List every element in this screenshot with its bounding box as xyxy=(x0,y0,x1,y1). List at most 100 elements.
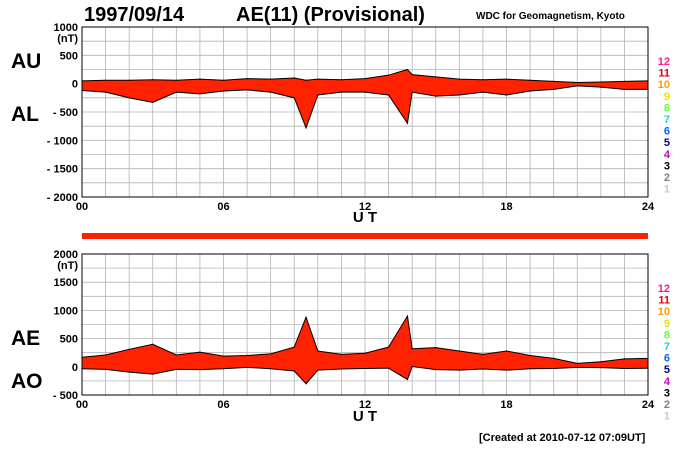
y-tick-label: - 1000 xyxy=(47,135,78,147)
data-point-ae xyxy=(340,353,343,355)
y-tick-label: 1000 xyxy=(54,305,78,317)
station-legend-item: 6 xyxy=(664,353,670,365)
station-legend-item: 4 xyxy=(664,376,671,388)
data-point-ae xyxy=(128,348,130,350)
data-point-au xyxy=(222,79,225,81)
data-point-ao xyxy=(600,367,602,369)
data-point-ae xyxy=(387,346,390,348)
data-point-al xyxy=(458,94,460,96)
ae-ao-panel: 2000 1500 1000 500 0 - 500 (nT) 00 06 12 18 24 U T xyxy=(53,249,655,425)
station-legend-item: 7 xyxy=(664,341,670,353)
data-point-au xyxy=(411,74,413,76)
data-point-au xyxy=(340,79,343,81)
data-point-ao xyxy=(406,378,409,381)
data-point-ao xyxy=(175,368,177,370)
data-point-al xyxy=(435,95,437,97)
data-point-al xyxy=(623,88,626,90)
data-point-ae xyxy=(623,358,626,360)
data-point-al xyxy=(406,122,409,124)
x-axis-label: U T xyxy=(353,209,377,226)
data-point-ao xyxy=(435,369,437,371)
station-legend-item: 6 xyxy=(664,126,670,138)
station-legend-item: 8 xyxy=(664,329,670,341)
x-tick-label: 12 xyxy=(359,201,371,213)
data-point-ae xyxy=(482,353,484,355)
data-point-ae xyxy=(576,362,578,365)
y-tick-label: - 2000 xyxy=(47,192,78,204)
data-point-ae xyxy=(222,355,225,357)
data-point-au xyxy=(128,79,130,81)
data-point-au xyxy=(199,78,201,80)
data-point-al xyxy=(317,94,319,96)
data-point-ao xyxy=(128,371,130,373)
data-point-ae xyxy=(104,354,107,356)
station-legend-item: 5 xyxy=(664,137,670,149)
x-tick-label: 18 xyxy=(500,399,512,411)
x-tick-label: 18 xyxy=(500,201,512,213)
data-point-ae xyxy=(435,347,437,349)
source-label: WDC for Geomagnetism, Kyoto xyxy=(476,11,625,22)
data-point-au xyxy=(406,68,409,71)
station-legend-item: 4 xyxy=(664,149,671,161)
data-point-ao xyxy=(305,383,307,385)
data-point-au xyxy=(553,80,555,82)
data-point-ae xyxy=(152,343,154,345)
created-timestamp: [Created at 2010-07-12 07:09UT] xyxy=(479,432,646,444)
data-point-au xyxy=(505,78,508,80)
data-point-ae xyxy=(293,346,295,348)
y-tick-label: 0 xyxy=(72,79,78,91)
data-point-au xyxy=(305,79,307,81)
data-point-au xyxy=(152,79,154,81)
station-legend-item: 11 xyxy=(658,295,670,307)
data-point-al xyxy=(340,91,343,93)
y-tick-label: 0 xyxy=(72,362,78,374)
data-point-al xyxy=(411,91,413,93)
data-point-al xyxy=(364,91,366,93)
data-coverage-bar xyxy=(82,233,648,239)
data-point-au xyxy=(175,79,177,81)
station-legend-item: 2 xyxy=(664,172,670,184)
x-tick-label: 24 xyxy=(642,201,655,213)
x-tick-label: 00 xyxy=(76,201,88,213)
x-axis-label: U T xyxy=(353,408,377,425)
data-point-ao xyxy=(222,368,225,370)
data-point-au xyxy=(364,77,366,80)
data-point-al xyxy=(270,91,272,93)
ae-label: AE xyxy=(11,327,41,350)
data-point-ao xyxy=(270,368,272,370)
y-tick-label: 1000 xyxy=(54,22,78,34)
x-tick-label: 06 xyxy=(217,201,229,213)
data-point-ao xyxy=(458,369,460,371)
data-point-al xyxy=(293,97,295,99)
y-tick-label: 2000 xyxy=(54,249,78,261)
station-legend-item: 3 xyxy=(664,387,670,399)
chart-title: AE(11) (Provisional) xyxy=(236,4,425,26)
data-point-ao xyxy=(482,368,484,370)
data-point-ao xyxy=(317,369,319,371)
data-point-al xyxy=(199,93,201,95)
station-legend-item: 5 xyxy=(664,364,670,376)
data-point-au xyxy=(576,81,578,84)
data-point-au xyxy=(435,76,437,78)
data-point-ao xyxy=(529,368,531,370)
data-point-ao xyxy=(576,366,578,368)
data-point-ae xyxy=(175,354,177,356)
station-legend-item: 12 xyxy=(658,283,670,295)
data-point-ao xyxy=(623,367,626,370)
plot-frame xyxy=(81,253,649,396)
data-point-al xyxy=(482,91,484,93)
chart-date: 1997/09/14 xyxy=(84,4,185,26)
data-point-ae xyxy=(411,348,413,350)
station-legend-item: 9 xyxy=(664,91,670,103)
data-point-ao xyxy=(152,373,154,375)
data-point-ao xyxy=(364,367,366,370)
data-point-al xyxy=(305,127,307,129)
data-point-au xyxy=(600,81,602,83)
y-tick-label: - 1500 xyxy=(47,164,78,176)
data-point-au xyxy=(529,79,531,81)
data-point-al xyxy=(576,85,578,87)
data-point-ao xyxy=(104,368,107,370)
data-point-au xyxy=(317,78,319,80)
y-tick-label: - 500 xyxy=(53,107,78,119)
